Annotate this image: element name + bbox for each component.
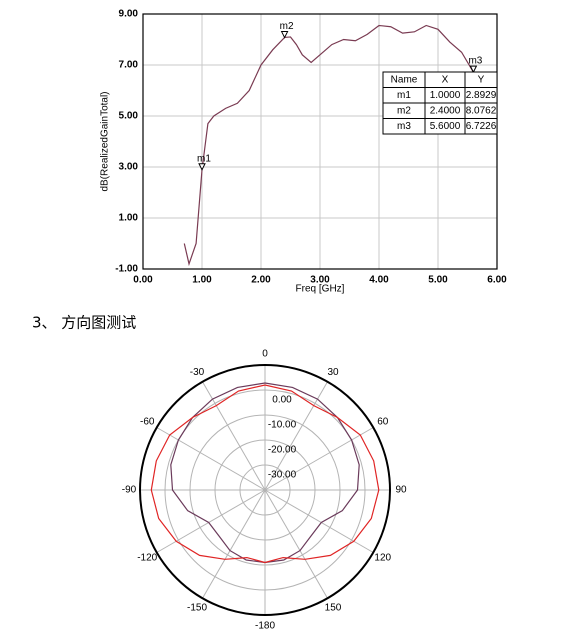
- y-axis-label: dB(RealizedGainTotal): [100, 91, 111, 191]
- y-tick-label: 5.00: [119, 111, 139, 122]
- y-tick-label: 9.00: [119, 9, 139, 20]
- angle-label: 0: [262, 349, 268, 360]
- marker: [280, 31, 289, 39]
- table-cell: Name: [391, 74, 418, 85]
- angle-label: 60: [377, 417, 389, 428]
- y-tick-label: 3.00: [119, 162, 139, 173]
- marker: [469, 65, 478, 74]
- table-cell: m3: [397, 121, 411, 132]
- x-axis-label: Freq [GHz]: [296, 284, 345, 295]
- table-cell: 5.6000: [430, 121, 461, 132]
- y-tick-label: -1.00: [115, 264, 138, 275]
- radial-label: -30.00: [268, 470, 297, 481]
- x-tick-label: 3.00: [310, 275, 330, 286]
- angle-label: 120: [374, 553, 391, 564]
- angle-label: -90: [122, 485, 137, 496]
- polar-spoke: [264, 489, 374, 553]
- angle-label: -120: [137, 553, 157, 564]
- polar-spoke: [156, 427, 266, 491]
- angle-label: -180: [255, 621, 275, 632]
- table-cell: m2: [397, 105, 411, 116]
- radial-label: -20.00: [268, 445, 297, 456]
- polar-spoke: [264, 427, 374, 491]
- pattern-curve: [170, 382, 360, 564]
- table-cell: 8.0762: [466, 105, 497, 116]
- data-line: [183, 24, 474, 267]
- angle-label: -30: [190, 367, 205, 378]
- table-cell: X: [442, 74, 449, 85]
- polar-spoke: [202, 489, 266, 599]
- section-heading: 3、 方向图测试: [32, 314, 136, 332]
- y-tick-label: 1.00: [119, 213, 139, 224]
- polar-spoke: [202, 381, 266, 491]
- marker-label: m2: [280, 21, 294, 32]
- table-cell: 2.8929: [466, 90, 497, 101]
- table-cell: 2.4000: [430, 105, 461, 116]
- angle-label: 90: [395, 485, 407, 496]
- y-tick-label: 7.00: [119, 60, 139, 71]
- polar-frame: [139, 364, 391, 616]
- table-cell: 1.0000: [430, 90, 461, 101]
- marker-label: m1: [197, 153, 211, 164]
- table-cell: m1: [397, 90, 411, 101]
- marker-label: m3: [468, 56, 482, 67]
- x-tick-label: 6.00: [487, 275, 507, 286]
- x-tick-label: 0.00: [133, 275, 153, 286]
- radial-label: 0.00: [272, 395, 292, 406]
- polar-spoke: [264, 489, 328, 599]
- table-cell: Y: [478, 74, 485, 85]
- polar-spoke: [156, 489, 266, 553]
- radial-label: -10.00: [268, 420, 297, 431]
- table-cell: 6.7226: [466, 121, 497, 132]
- x-tick-label: 5.00: [428, 275, 448, 286]
- marker: [198, 163, 206, 171]
- angle-label: -150: [187, 602, 207, 613]
- angle-label: 30: [327, 367, 339, 378]
- x-tick-label: 2.00: [251, 275, 271, 286]
- angle-label: -60: [140, 417, 155, 428]
- pattern-curve: [150, 384, 380, 564]
- polar-spoke: [264, 381, 328, 491]
- x-tick-label: 4.00: [369, 275, 389, 286]
- x-tick-label: 1.00: [192, 275, 212, 286]
- angle-label: 150: [325, 602, 342, 613]
- plot-frame: [142, 13, 498, 270]
